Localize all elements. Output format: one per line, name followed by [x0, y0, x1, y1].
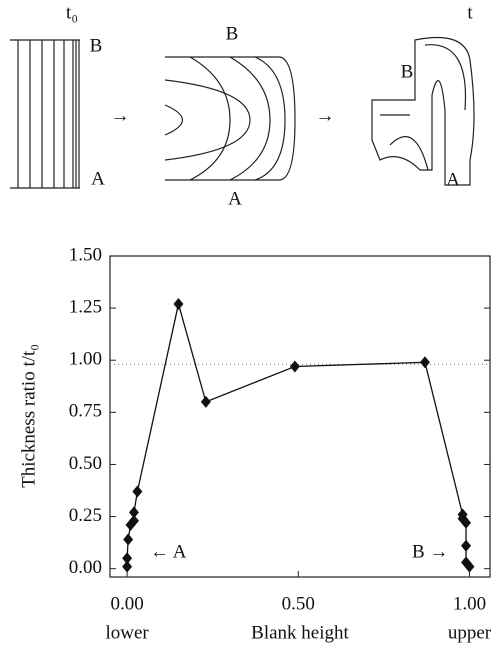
- blank-sketch: [10, 39, 80, 189]
- series-line: [126, 303, 470, 567]
- data-point: [419, 356, 430, 369]
- x-tick-label: 0.50: [282, 593, 315, 614]
- y-tick-label: 1.00: [69, 349, 102, 370]
- y-tick-label: 0.00: [69, 557, 102, 578]
- diagram-label: t: [467, 2, 473, 23]
- x-tick-label: 0.00: [110, 593, 143, 614]
- formed-sketch: [371, 36, 475, 186]
- data-point: [122, 560, 133, 573]
- data-point: [173, 297, 184, 310]
- y-tick-label: 1.50: [69, 244, 102, 265]
- data-point: [122, 552, 133, 565]
- data-point: [132, 485, 143, 498]
- y-tick-label: 0.50: [69, 453, 102, 474]
- data-point: [128, 506, 139, 519]
- annotation: B →: [412, 541, 448, 562]
- y-axis-label: Thickness ratio t/t₀: [18, 344, 39, 488]
- data-point: [289, 360, 300, 373]
- y-tick-label: 0.25: [69, 505, 102, 526]
- deformation-diagram: t₀ B A → B A → B A t: [10, 2, 475, 209]
- data-point: [461, 516, 472, 529]
- diagram-label: B: [90, 35, 103, 56]
- data-point: [128, 514, 139, 527]
- diagram-label: t₀: [66, 2, 78, 23]
- annotation: lower: [105, 622, 149, 643]
- data-point: [123, 533, 134, 546]
- data-point: [464, 560, 475, 573]
- drawn-sketch: [164, 56, 296, 181]
- diagram-label: A: [446, 169, 460, 190]
- plot-frame: [109, 255, 491, 578]
- x-tick-label: 1.00: [453, 593, 486, 614]
- y-tick-label: 1.25: [69, 296, 102, 317]
- diagram-label: B: [226, 23, 239, 44]
- y-tick-label: 0.75: [69, 401, 102, 422]
- diagram-arrow: →: [111, 105, 130, 126]
- annotation: ← A: [150, 541, 187, 562]
- annotation: upper: [448, 622, 492, 643]
- data-point: [200, 395, 211, 408]
- diagram-label: A: [228, 188, 242, 209]
- diagram-label: A: [91, 168, 105, 189]
- diagram-label: B: [401, 61, 414, 82]
- diagram-arrow: →: [316, 105, 335, 126]
- x-axis-label: Blank height: [251, 622, 349, 643]
- data-point: [461, 539, 472, 552]
